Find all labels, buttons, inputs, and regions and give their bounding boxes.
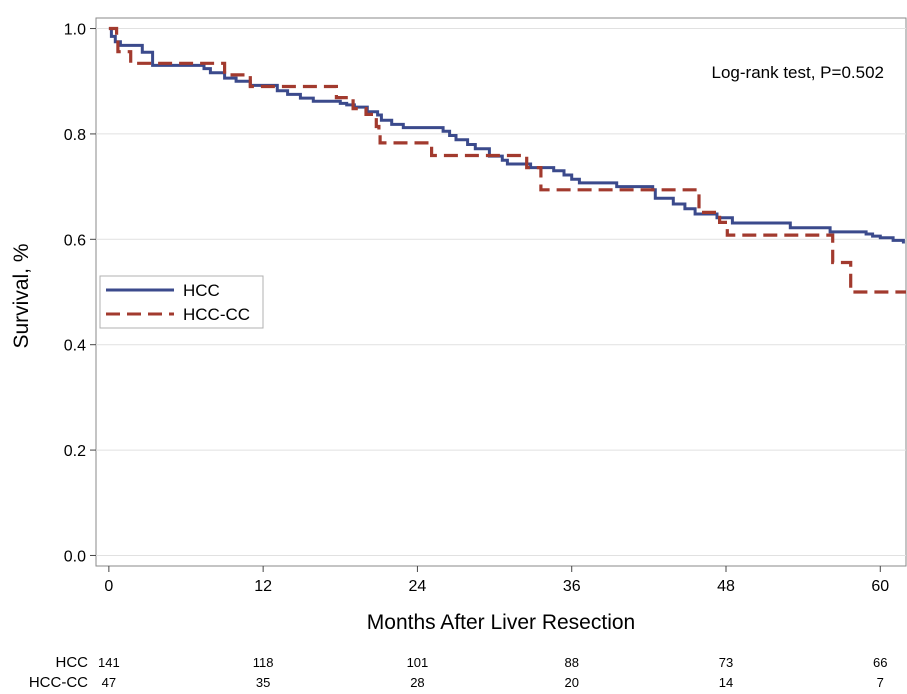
x-tick-label: 0 <box>104 578 113 595</box>
survival-curves <box>108 26 906 294</box>
y-axis: 0.0 0.2 0.4 0.6 0.8 1.0 <box>64 22 96 565</box>
x-tick-label: 12 <box>254 578 272 595</box>
y-tick-label: 0.4 <box>64 338 86 355</box>
y-tick-label: 1.0 <box>64 22 86 39</box>
x-tick-label: 24 <box>409 578 427 595</box>
at-risk-table: HCC 141 118 101 88 73 66 HCC-CC 47 35 28 20 14 7 <box>29 654 888 691</box>
annotation-logrank: Log-rank test, P=0.502 <box>712 63 884 82</box>
legend-box <box>99 275 264 329</box>
at-risk-count: 88 <box>564 655 578 670</box>
x-tick-label: 36 <box>563 578 581 595</box>
at-risk-row-label: HCC-CC <box>29 674 88 691</box>
x-tick-label: 48 <box>717 578 735 595</box>
at-risk-count: 20 <box>564 675 578 690</box>
x-tick-label: 60 <box>871 578 889 595</box>
at-risk-count: 66 <box>873 655 887 670</box>
x-axis: 0 12 24 36 48 60 <box>104 566 889 595</box>
y-axis-title: Survival, % <box>10 243 33 348</box>
at-risk-count: 7 <box>877 675 884 690</box>
x-axis-title: Months After Liver Resection <box>367 611 635 634</box>
at-risk-count: 35 <box>256 675 270 690</box>
y-tick-label: 0.2 <box>64 443 86 460</box>
y-tick-label: 0.0 <box>64 548 86 565</box>
at-risk-count: 141 <box>98 655 120 670</box>
at-risk-count: 14 <box>719 675 733 690</box>
y-tick-label: 0.8 <box>64 127 86 144</box>
y-tick-label: 0.6 <box>64 232 86 249</box>
at-risk-row-label: HCC <box>56 654 89 671</box>
survival-curve-hcc-cc <box>108 26 906 294</box>
at-risk-count: 28 <box>410 675 424 690</box>
legend-label: HCC <box>183 281 220 300</box>
survival-curve-hcc <box>108 27 905 244</box>
legend-label: HCC-CC <box>183 305 250 324</box>
legend: HCC HCC-CC <box>99 275 264 329</box>
at-risk-count: 101 <box>407 655 429 670</box>
gridlines <box>96 28 906 556</box>
at-risk-count: 118 <box>253 655 274 670</box>
at-risk-count: 47 <box>102 675 116 690</box>
at-risk-count: 73 <box>719 655 733 670</box>
